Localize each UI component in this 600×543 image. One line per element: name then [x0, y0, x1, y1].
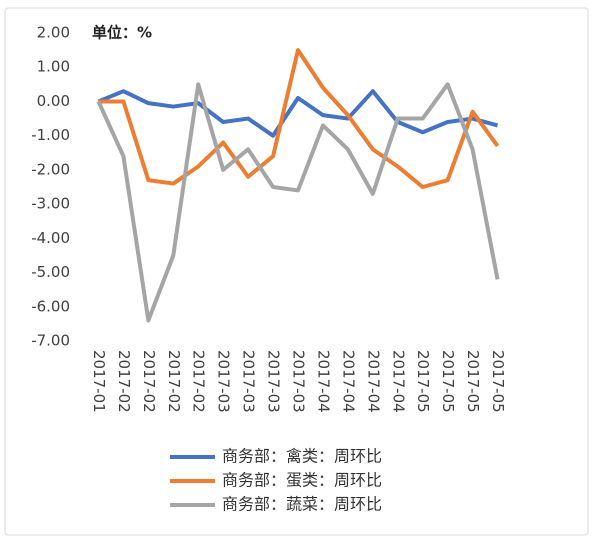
y-tick-label: -2.00 [31, 160, 70, 178]
x-tick-label: 2017-02 [115, 350, 133, 413]
x-tick-label: 2017-03 [240, 350, 258, 413]
x-tick-label: 2017-05 [464, 350, 482, 413]
legend-label: 商务部：蔬菜：周环比 [222, 495, 382, 514]
series-line [98, 48, 500, 189]
x-tick-label: 2017-04 [314, 350, 332, 413]
y-tick-label: 1.00 [37, 58, 70, 76]
x-tick-label: 2017-02 [140, 350, 158, 413]
y-tick-label: -3.00 [31, 195, 70, 213]
x-tick-label: 2017-05 [439, 350, 457, 413]
x-tick-label: 2017-05 [414, 350, 432, 413]
chart-frame [4, 7, 589, 536]
x-tick-label: 2017-02 [165, 350, 183, 413]
y-tick-label: -1.00 [31, 126, 70, 144]
unit-annotation: 单位：% [92, 24, 152, 42]
series-line [97, 89, 499, 138]
x-tick-label: 2017-03 [215, 350, 233, 413]
x-tick-label: 2017-03 [265, 350, 283, 413]
y-tick-label: -7.00 [31, 332, 70, 350]
series-line [96, 82, 500, 323]
x-tick-label: 2017-05 [489, 350, 507, 413]
x-tick-label: 2017-04 [364, 350, 382, 413]
legend-label: 商务部：禽类：周环比 [222, 447, 382, 466]
legend-label: 商务部：蛋类：周环比 [222, 471, 382, 490]
x-tick-label: 2017-04 [339, 350, 357, 413]
x-tick-label: 2017-02 [190, 350, 208, 413]
y-tick-label: -4.00 [31, 229, 70, 247]
y-tick-label: -5.00 [31, 263, 70, 281]
y-tick-label: 0.00 [37, 92, 70, 110]
y-tick-label: -6.00 [31, 297, 70, 315]
x-tick-label: 2017-04 [389, 350, 407, 413]
x-tick-label: 2017-01 [90, 350, 108, 413]
y-tick-label: 2.00 [37, 24, 70, 42]
x-tick-label: 2017-03 [290, 350, 308, 413]
